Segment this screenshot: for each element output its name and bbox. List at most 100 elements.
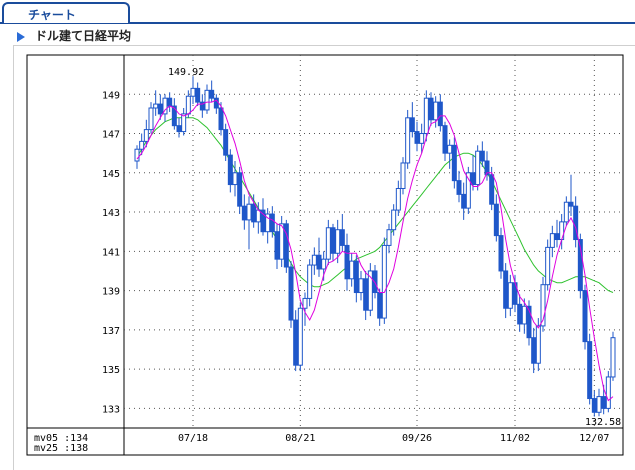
candle-body-up (419, 133, 425, 144)
candle (227, 149, 233, 193)
candle-body-up (307, 264, 313, 299)
candle-body-down (428, 97, 434, 121)
legend-mv05: mv05 :134 (34, 433, 88, 444)
candle (279, 215, 285, 268)
candle-body-down (251, 203, 257, 223)
candle-body-up (349, 260, 355, 280)
candle-body-up (190, 87, 196, 97)
candle-body-down (353, 260, 359, 294)
candle (297, 302, 303, 372)
candle (190, 76, 196, 105)
candle-body-up (395, 187, 401, 211)
candle-body-down (241, 205, 247, 221)
candle (461, 182, 467, 220)
candle (507, 274, 513, 317)
candle-body-up (535, 325, 541, 364)
candle-body-up (465, 172, 471, 209)
candle-body-up (433, 101, 439, 121)
chart-tab-title[interactable]: チャート (28, 8, 76, 22)
candle (451, 137, 457, 189)
mv05-line (136, 99, 614, 402)
candle-body-up (447, 144, 453, 154)
candle-body-up (540, 284, 546, 327)
candle (325, 219, 331, 266)
candle-body-down (176, 125, 182, 133)
candle (521, 298, 527, 334)
candle-body-down (195, 87, 201, 103)
candle (596, 388, 602, 417)
candle-body-up (232, 172, 238, 186)
candle (363, 270, 369, 321)
candle-body-up (475, 150, 481, 186)
candle (339, 214, 345, 252)
candle-body-up (148, 107, 154, 131)
candle-body-down (489, 174, 495, 205)
candle-body-up (279, 223, 285, 260)
candle-body-down (531, 337, 537, 364)
candle-body-up (321, 258, 327, 270)
candle (353, 255, 359, 303)
candle-body-up (386, 229, 392, 246)
candle-body-up (605, 376, 611, 409)
candle (503, 263, 509, 319)
candle (437, 94, 443, 132)
candle (484, 151, 490, 181)
tab-underline (0, 22, 635, 24)
y-tick-label: 139 (102, 287, 120, 298)
candle (381, 237, 387, 324)
candle-body-down (526, 305, 532, 339)
candle (423, 90, 429, 142)
candle-body-down (451, 144, 457, 182)
section-header: ドル建て日経平均 (0, 28, 635, 46)
candle-body-up (423, 97, 429, 135)
candle (386, 223, 392, 254)
chart-tab[interactable]: チャート (2, 2, 130, 23)
high-annotation: 149.92 (168, 67, 204, 78)
candle-body-up (143, 129, 149, 142)
candle (218, 102, 224, 136)
candle-body-up (335, 229, 341, 254)
candle (610, 331, 616, 381)
candle-body-down (330, 227, 336, 254)
candle-body-up (405, 117, 411, 164)
candle-body-up (367, 270, 373, 311)
candle-body-down (377, 292, 383, 319)
candle-body-up (311, 254, 317, 266)
candle-body-down (479, 150, 485, 162)
candle (554, 219, 560, 248)
x-tick-label: 08/21 (285, 433, 315, 444)
candle (293, 310, 299, 372)
y-tick-label: 149 (102, 90, 120, 101)
candle (433, 96, 439, 128)
candle-body-up (185, 95, 191, 115)
candle (549, 225, 555, 258)
mv25-line (136, 117, 614, 293)
candle (269, 206, 275, 238)
candle-body-down (503, 270, 509, 309)
candle-body-down (209, 89, 215, 99)
candle (367, 263, 373, 317)
candle (316, 237, 322, 277)
candle (162, 94, 168, 122)
candle-body-up (246, 203, 252, 221)
candle (414, 121, 420, 152)
candle (568, 174, 574, 216)
candle (419, 123, 425, 154)
candle (531, 327, 537, 374)
candle-body-down (587, 341, 593, 400)
legend-mv25: mv25 :138 (34, 443, 88, 454)
chart-tab-header: チャート (0, 0, 635, 24)
candle (470, 155, 476, 191)
y-tick-label: 143 (102, 208, 120, 219)
candle (517, 294, 523, 332)
candle-body-up (381, 244, 387, 319)
candle-body-down (484, 160, 490, 176)
candle (526, 300, 532, 346)
chart-frame (13, 45, 635, 470)
candle (148, 102, 154, 134)
candle-body-down (437, 101, 443, 127)
candle (223, 123, 229, 162)
candle (540, 276, 546, 332)
candle (372, 265, 378, 299)
candle-body-up (545, 246, 551, 286)
